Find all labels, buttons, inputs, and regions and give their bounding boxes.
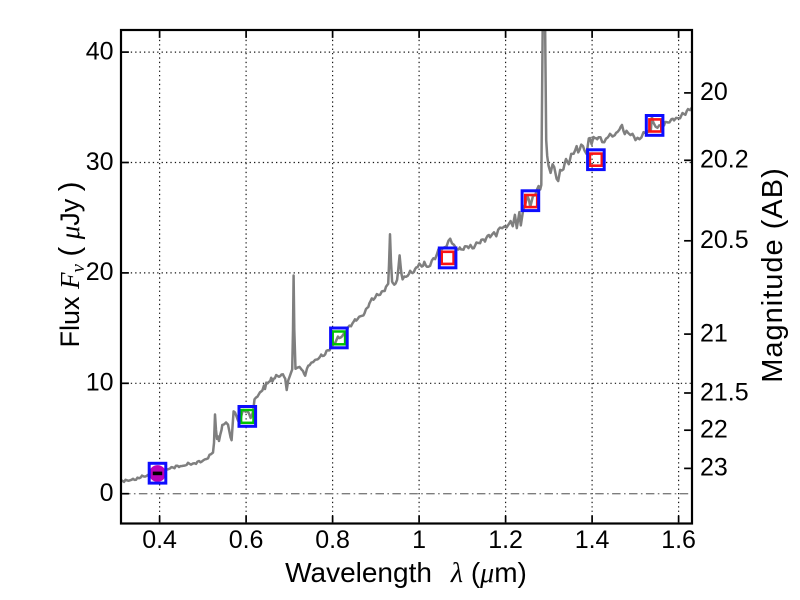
svg-text:23: 23: [700, 454, 728, 482]
svg-text:20.5: 20.5: [700, 226, 749, 254]
svg-text:Wavelength λ (μm): Wavelength λ (μm): [285, 557, 527, 589]
svg-text:30: 30: [86, 148, 114, 176]
svg-text:21.5: 21.5: [700, 378, 749, 406]
svg-text:Flux Fν ( μJy ): Flux Fν ( μJy ): [54, 182, 89, 348]
svg-text:1.2: 1.2: [488, 526, 523, 554]
svg-text:0.4: 0.4: [142, 526, 177, 554]
svg-text:20.2: 20.2: [700, 146, 749, 174]
svg-text:1: 1: [412, 526, 426, 554]
svg-text:21: 21: [700, 319, 728, 347]
svg-text:0.8: 0.8: [315, 526, 350, 554]
svg-text:0.6: 0.6: [229, 526, 264, 554]
svg-text:40: 40: [86, 37, 114, 65]
svg-text:22: 22: [700, 416, 728, 444]
svg-text:20: 20: [700, 78, 728, 106]
svg-text:1.4: 1.4: [575, 526, 610, 554]
svg-text:20: 20: [86, 258, 114, 286]
svg-text:Magnitude (AB): Magnitude (AB): [757, 167, 789, 383]
svg-text:10: 10: [86, 369, 114, 397]
svg-text:0: 0: [100, 479, 114, 507]
svg-text:1.6: 1.6: [661, 526, 696, 554]
